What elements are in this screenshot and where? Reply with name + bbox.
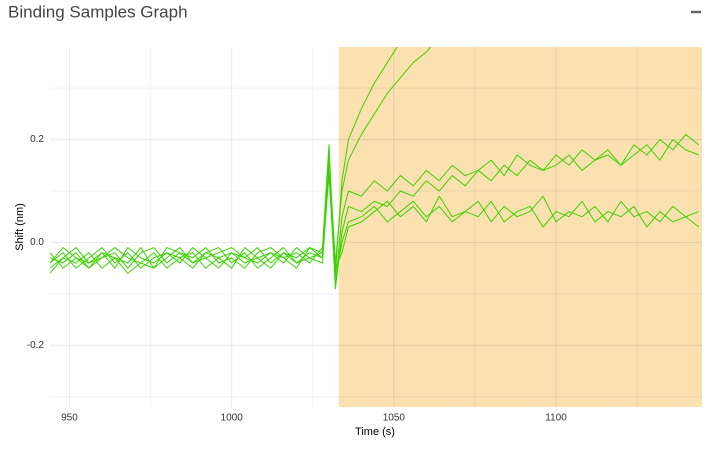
y-tick-label: -0.2 [27,340,45,351]
x-tick-label: 1000 [221,413,244,424]
plot-area [50,47,702,407]
data-line [50,139,699,290]
axes: 950 1000 1050 1100 -0.2 0.0 0.2 [27,134,567,423]
x-tick-label: 1100 [545,413,567,424]
x-tick-label: 950 [61,413,78,424]
chart-title: Binding Samples Graph [8,2,188,21]
data-line [50,175,700,279]
data-line [50,133,700,285]
y-tick-label: 0.0 [30,237,44,248]
x-axis-title: Time (s) [355,426,395,438]
data-line [50,159,699,269]
x-tick-label: 1050 [383,413,406,424]
y-axis-title: Shift (nm) [14,203,26,251]
y-tick-label: 0.2 [30,134,44,145]
shaded-region [338,47,702,407]
data-line [50,47,432,269]
